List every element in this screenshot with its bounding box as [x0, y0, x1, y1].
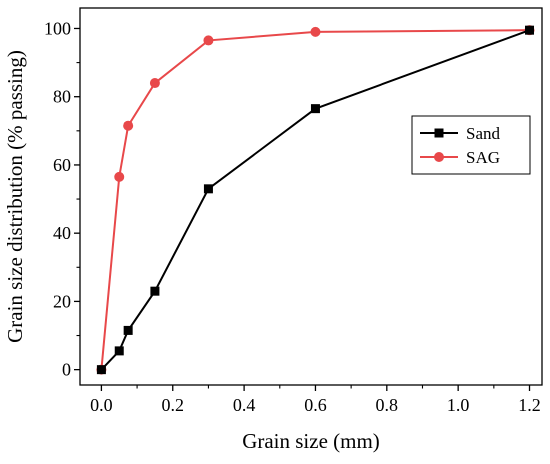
- series-line-sand: [100, 29, 530, 371]
- x-tick-label: 0.4: [233, 395, 256, 415]
- legend-label-sag: SAG: [466, 148, 500, 167]
- x-tick-label: 0.2: [162, 395, 185, 415]
- plot-frame: [79, 7, 543, 386]
- y-tick-label: 100: [44, 18, 71, 38]
- data-point-sand: [96, 365, 106, 375]
- y-axis-title: Grain size distribution (% passing): [3, 50, 27, 343]
- data-point-sand: [123, 325, 133, 335]
- y-tick-label: 20: [53, 291, 71, 311]
- x-axis-title: Grain size (mm): [242, 429, 380, 453]
- legend-marker-sand: [434, 128, 444, 138]
- plot-area: [79, 7, 543, 386]
- legend-box: [411, 115, 531, 175]
- x-tick-label: 1.2: [518, 395, 541, 415]
- series-sag: [96, 25, 535, 375]
- x-tick-label: 0.0: [90, 395, 113, 415]
- legend: Sand SAG: [411, 115, 531, 175]
- data-point-sand: [150, 286, 160, 296]
- data-point-sag: [310, 26, 321, 37]
- y-tick-label: 40: [53, 223, 71, 243]
- data-point-sag: [203, 35, 214, 46]
- data-point-sag: [114, 171, 125, 182]
- series-sand: [96, 25, 535, 375]
- y-tick-label: 60: [53, 155, 71, 175]
- data-point-sand: [203, 184, 213, 194]
- data-point-sand: [525, 25, 535, 35]
- x-tick-label: 1.0: [447, 395, 470, 415]
- data-point-sag: [149, 78, 160, 89]
- y-axis: 0 20 40 60 80 100: [44, 18, 80, 380]
- x-tick-label: 0.6: [304, 395, 327, 415]
- x-axis: 0.0 0.2 0.4 0.6 0.8 1.0 1.2: [90, 385, 541, 415]
- x-tick-label: 0.8: [376, 395, 399, 415]
- y-tick-label: 0: [62, 360, 71, 380]
- legend-label-sand: Sand: [466, 124, 501, 143]
- data-point-sand: [114, 346, 124, 356]
- series-layer: [96, 25, 535, 375]
- data-point-sand: [310, 104, 320, 114]
- y-tick-label: 80: [53, 87, 71, 107]
- series-line-sag: [100, 29, 530, 370]
- data-point-sag: [123, 120, 134, 131]
- legend-marker-sag: [434, 152, 444, 162]
